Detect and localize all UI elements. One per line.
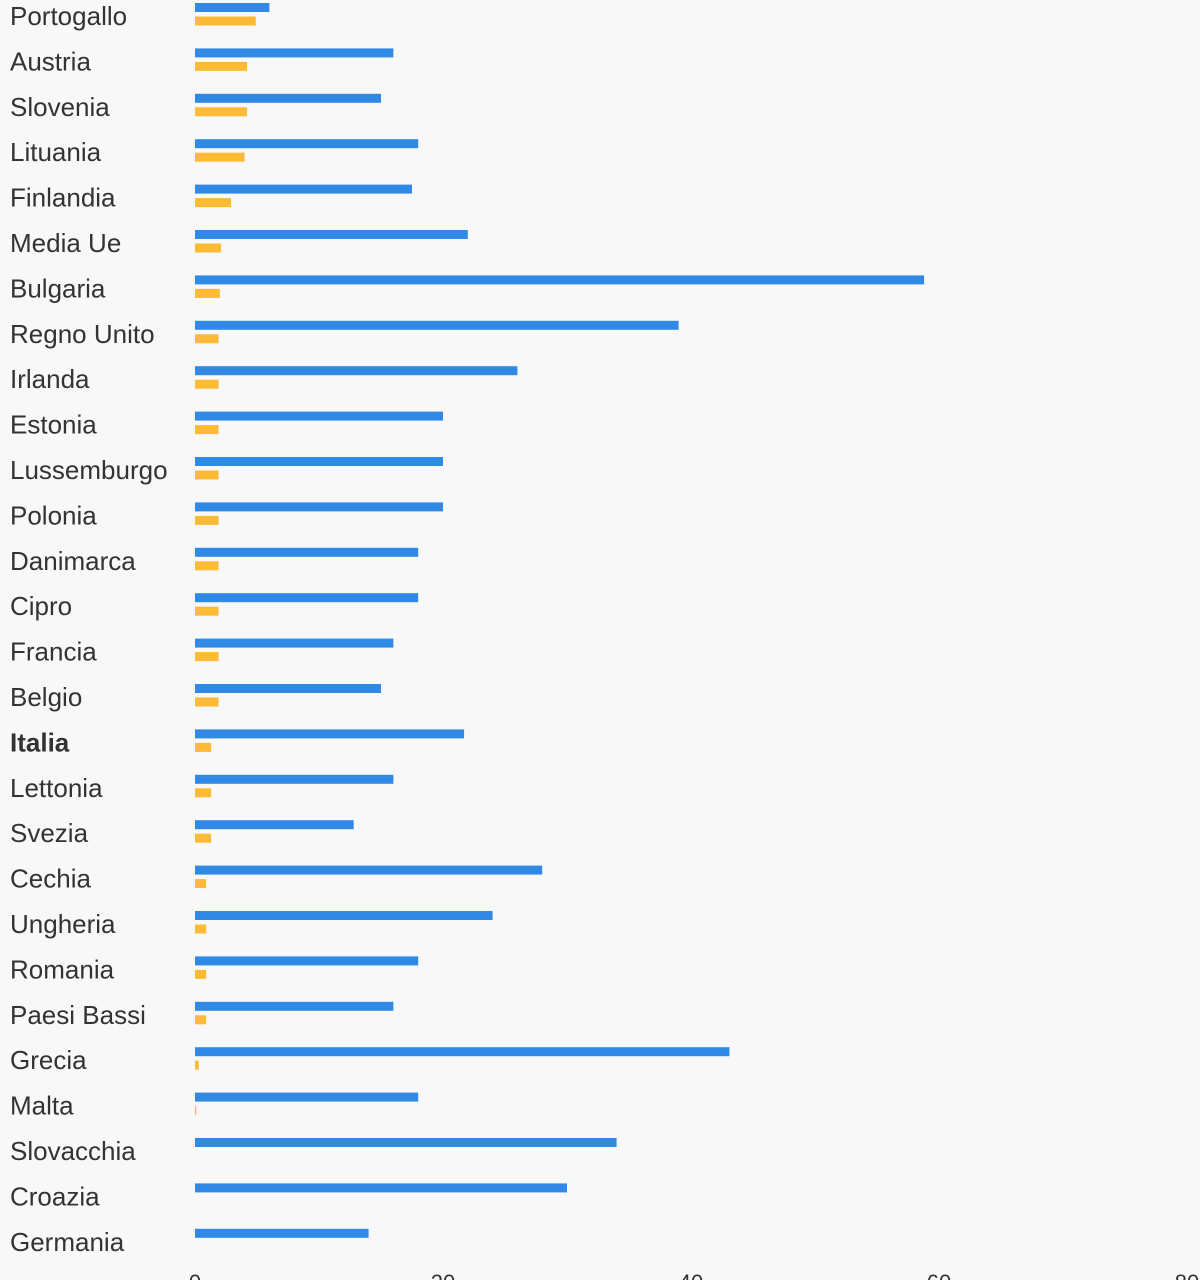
bar-series-2-belgio (195, 697, 219, 707)
bar-series-2-bulgaria (195, 288, 220, 298)
bar-series-1-croazia (195, 1183, 567, 1193)
bar-series-2-estonia (195, 425, 219, 435)
bars (195, 3, 925, 1238)
bar-series-1-slovacchia (195, 1138, 617, 1147)
category-label-slovacchia: Slovacchia (10, 1136, 136, 1166)
category-label-estonia: Estonia (10, 410, 97, 440)
bar-series-1-lussemburgo (195, 457, 443, 466)
bar-series-1-media-ue (195, 230, 468, 239)
category-label-belgio: Belgio (10, 682, 82, 712)
category-label-lituania: Lituania (10, 137, 102, 167)
bar-series-1-ungheria (195, 911, 493, 920)
category-label-danimarca: Danimarca (10, 546, 136, 576)
bar-series-2-finlandia (195, 198, 231, 208)
bar-series-1-cipro (195, 593, 419, 603)
bar-series-1-lituania (195, 139, 419, 149)
bar-series-2-polonia (195, 515, 219, 525)
bar-series-2-paesi-bassi (195, 1015, 207, 1025)
category-label-grecia: Grecia (10, 1045, 87, 1075)
bar-series-1-malta (195, 1092, 419, 1102)
bar-series-1-paesi-bassi (195, 1001, 394, 1011)
bar-series-1-grecia (195, 1047, 730, 1057)
category-label-romania: Romania (10, 954, 115, 984)
category-label-slovenia: Slovenia (10, 92, 110, 122)
category-label-irlanda: Irlanda (10, 364, 90, 394)
category-label-bulgaria: Bulgaria (10, 273, 106, 303)
x-tick-label-60: 60 (927, 1270, 951, 1280)
bar-series-2-francia (195, 652, 219, 662)
category-label-svezia: Svezia (10, 818, 89, 848)
category-label-ungheria: Ungheria (10, 909, 116, 939)
bar-series-2-danimarca (195, 561, 219, 571)
bar-series-2-portogallo (195, 16, 256, 26)
bar-series-2-romania (195, 969, 207, 979)
bar-series-1-lettonia (195, 774, 394, 784)
category-label-finlandia: Finlandia (10, 183, 116, 213)
x-tick-label-40: 40 (679, 1270, 703, 1280)
bar-series-1-estonia (195, 411, 443, 421)
category-labels: Portogallo Austria Slovenia Lituania Finland… (10, 1, 168, 1257)
bar-series-2-grecia (195, 1060, 199, 1070)
bar-series-1-regno-unito (195, 320, 679, 330)
category-label-paesi-bassi: Paesi Bassi (10, 1000, 146, 1030)
bar-series-1-svezia (195, 820, 354, 830)
bar-series-2-italia (195, 742, 212, 752)
bar-series-1-polonia (195, 502, 443, 512)
category-label-malta: Malta (10, 1091, 74, 1121)
bar-series-2-slovenia (195, 107, 248, 117)
bar-series-1-belgio (195, 684, 381, 693)
x-tick-label-20: 20 (431, 1270, 455, 1280)
bar-series-2-regno-unito (195, 334, 219, 344)
bar-series-1-germania (195, 1228, 369, 1238)
bar-series-2-ungheria (195, 924, 207, 934)
category-label-italia: Italia (10, 727, 70, 757)
bar-series-1-irlanda (195, 366, 518, 376)
category-label-portogallo: Portogallo (10, 1, 127, 31)
bar-series-1-italia (195, 729, 465, 739)
bar-series-2-lituania (195, 152, 245, 162)
category-label-media-ue: Media Ue (10, 228, 121, 258)
bar-series-2-svezia (195, 833, 212, 843)
category-label-polonia: Polonia (10, 500, 97, 530)
bar-series-1-finlandia (195, 184, 412, 194)
bar-series-1-danimarca (195, 547, 419, 557)
x-axis-ticks: 0 20 40 60 80 (189, 1270, 1199, 1280)
category-label-cipro: Cipro (10, 591, 72, 621)
bar-series-1-portogallo (195, 3, 270, 12)
bar-series-2-media-ue (195, 243, 222, 253)
bar-series-1-cechia (195, 865, 543, 875)
bar-series-1-bulgaria (195, 275, 925, 285)
bar-series-1-austria (195, 48, 394, 58)
category-label-lussemburgo: Lussemburgo (10, 455, 168, 485)
category-label-croazia: Croazia (10, 1181, 100, 1211)
category-label-lettonia: Lettonia (10, 773, 103, 803)
bar-series-2-lettonia (195, 788, 212, 798)
category-label-regno-unito: Regno Unito (10, 319, 155, 349)
category-label-francia: Francia (10, 637, 97, 667)
bar-series-1-slovenia (195, 93, 381, 103)
bar-series-2-malta (195, 1106, 197, 1116)
bar-series-2-irlanda (195, 379, 219, 389)
x-tick-label-0: 0 (189, 1270, 201, 1280)
bar-series-2-cechia (195, 879, 207, 889)
bar-series-2-lussemburgo (195, 470, 219, 480)
category-label-cechia: Cechia (10, 864, 91, 894)
bar-series-1-francia (195, 638, 394, 648)
x-tick-label-80: 80 (1175, 1270, 1199, 1280)
category-label-austria: Austria (10, 46, 91, 76)
bar-series-1-romania (195, 956, 419, 966)
category-label-germania: Germania (10, 1227, 125, 1257)
bar-series-2-cipro (195, 606, 219, 616)
bar-series-2-austria (195, 61, 248, 71)
